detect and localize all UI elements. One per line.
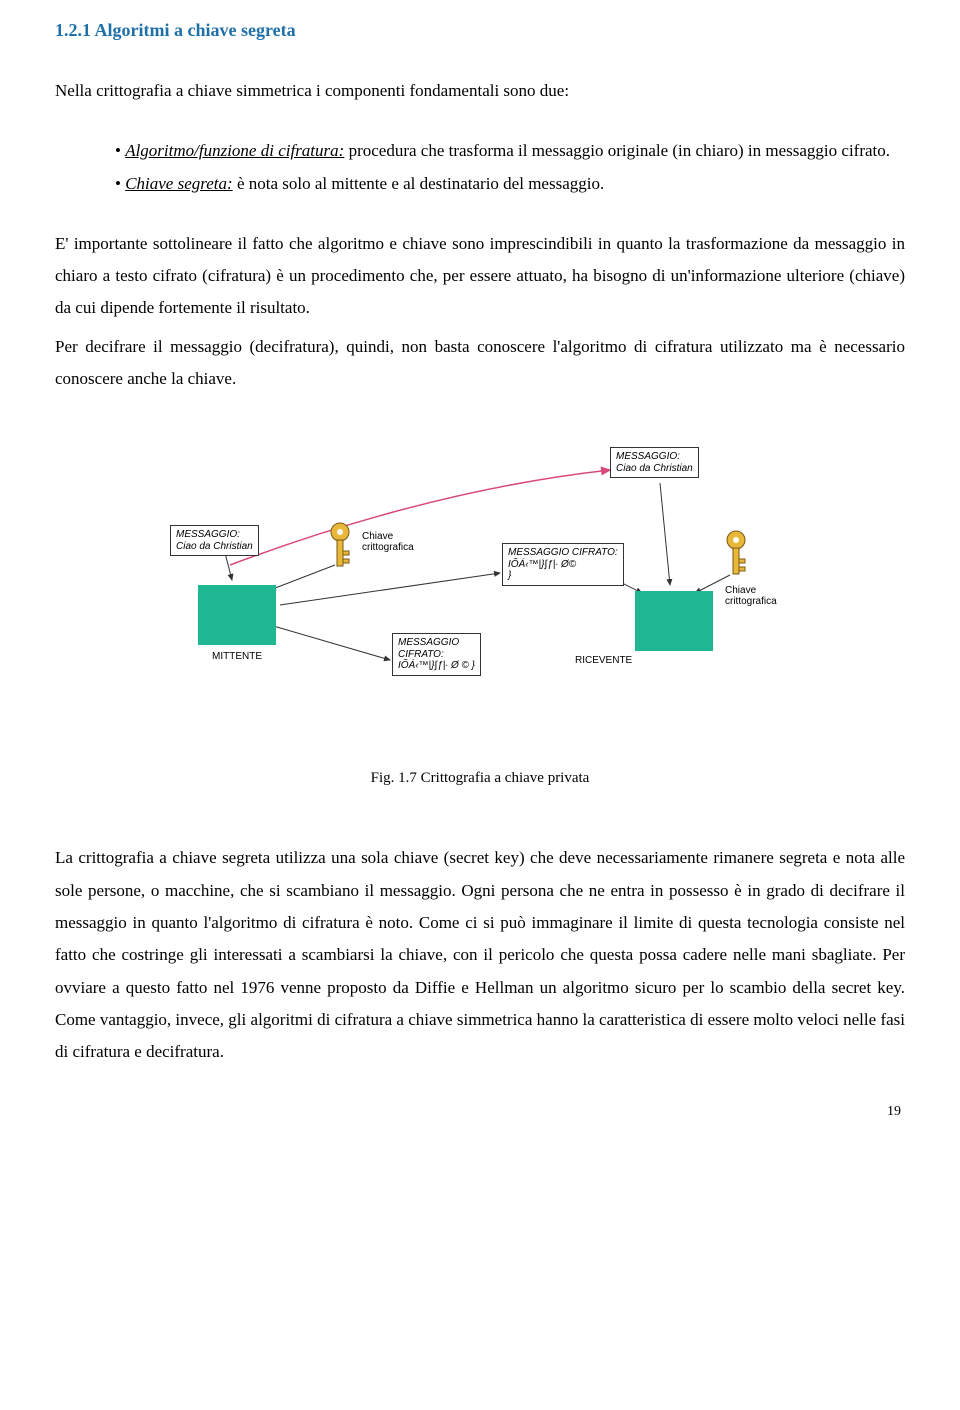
cifrato-title-l2: CIFRATO:: [398, 649, 475, 661]
key-label-right: Chiave crittografica: [725, 585, 795, 607]
crypto-diagram: MESSAGGIO: Ciao da Christian MESSAGGIO: …: [130, 435, 830, 715]
ricevente-block: [635, 591, 713, 651]
cifrato-title: MESSAGGIO CIFRATO:: [508, 547, 618, 559]
key-icon: [718, 529, 754, 581]
bullet-rest: è nota solo al mittente e al destinatari…: [233, 174, 605, 193]
msg-box-text: Ciao da Christian: [616, 463, 693, 475]
mittente-block: [198, 585, 276, 645]
bullet-marker: •: [115, 174, 125, 193]
cifrato-box-center: MESSAGGIO CIFRATO: IÕÁ‹™|}∫ƒ|∙ Ø © }: [392, 633, 481, 676]
paragraph: La crittografia a chiave segreta utilizz…: [55, 842, 905, 1068]
mittente-label: MITTENTE: [212, 651, 262, 662]
msg-box-text: Ciao da Christian: [176, 541, 253, 553]
key-icon: [322, 521, 358, 573]
bullet-term: Algoritmo/funzione di cifratura:: [125, 141, 344, 160]
intro-line: Nella crittografia a chiave simmetrica i…: [55, 75, 905, 107]
cifrato-box-right: MESSAGGIO CIFRATO: IÕÁ‹™|}∫ƒ|∙ Ø© }: [502, 543, 624, 586]
bullet-item: • Chiave segreta: è nota solo al mittent…: [115, 168, 905, 200]
ricevente-label: RICEVENTE: [575, 655, 632, 666]
key-label-left: Chiave crittografica: [362, 531, 432, 553]
cifrato-title-l1: MESSAGGIO: [398, 637, 475, 649]
bullet-marker: •: [115, 141, 125, 160]
cifrato-text: IÕÁ‹™|}∫ƒ|∙ Ø©: [508, 559, 618, 571]
msg-box-title: MESSAGGIO:: [616, 451, 693, 463]
paragraph: E' importante sottolineare il fatto che …: [55, 228, 905, 325]
paragraph: Per decifrare il messaggio (decifratura)…: [55, 331, 905, 396]
msg-box-left: MESSAGGIO: Ciao da Christian: [170, 525, 259, 556]
bullet-item: • Algoritmo/funzione di cifratura: proce…: [115, 135, 905, 167]
bullet-term: Chiave segreta:: [125, 174, 232, 193]
section-heading: 1.2.1 Algoritmi a chiave segreta: [55, 20, 905, 41]
bullet-rest: procedura che trasforma il messaggio ori…: [344, 141, 890, 160]
figure-caption: Fig. 1.7 Crittografia a chiave privata: [55, 770, 905, 787]
document-page: 1.2.1 Algoritmi a chiave segreta Nella c…: [0, 0, 960, 1140]
bullet-list: • Algoritmo/funzione di cifratura: proce…: [55, 135, 905, 200]
page-number: 19: [55, 1104, 905, 1120]
msg-box-title: MESSAGGIO:: [176, 529, 253, 541]
cifrato-brace: }: [508, 570, 618, 582]
cifrato-text: IÕÁ‹™|}∫ƒ|∙ Ø © }: [398, 660, 475, 672]
msg-box-top: MESSAGGIO: Ciao da Christian: [610, 447, 699, 478]
